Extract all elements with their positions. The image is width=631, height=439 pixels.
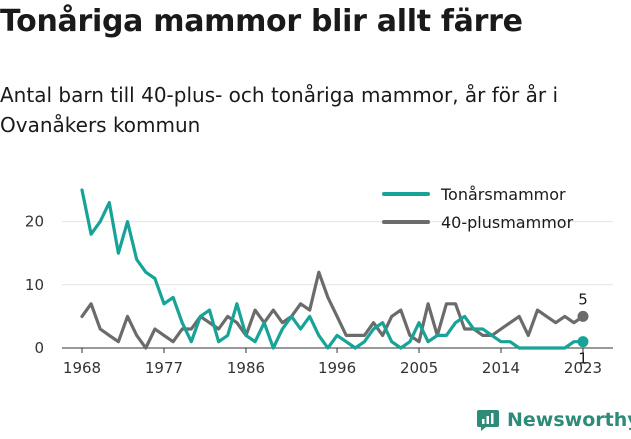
chart-subtitle: Antal barn till 40-plus- och tonåriga ma… xyxy=(0,83,559,137)
legend: Tonårsmammor 40-plusmammor xyxy=(382,185,574,232)
newsworthy-logo-icon xyxy=(477,410,499,431)
series-lines: 51 xyxy=(80,188,589,368)
end-point-40-plusmammor xyxy=(577,310,589,322)
x-tick-label-1968: 1968 xyxy=(63,359,101,377)
grid-lines xyxy=(62,221,613,286)
x-tick-label-2023: 2023 xyxy=(564,359,602,377)
chart-title: Tonåriga mammor blir allt färre xyxy=(0,4,523,39)
y-tick-label-0: 0 xyxy=(34,339,44,357)
legend-label-tonarsmammor: Tonårsmammor xyxy=(440,185,566,204)
end-label-40-plusmammor: 5 xyxy=(578,290,588,308)
y-tick-label-20: 20 xyxy=(25,213,44,231)
axes: 0 10 20 1968 1977 1986 1996 2005 2014 2023 xyxy=(25,213,613,377)
y-tick-label-10: 10 xyxy=(25,276,44,294)
series-line-tonarsmammor xyxy=(80,188,585,350)
brand-logo: Newsworthy xyxy=(476,408,631,436)
end-label-tonarsmammor: 1 xyxy=(578,350,588,368)
legend-label-40-plusmammor: 40-plusmammor xyxy=(441,213,574,232)
x-tick-label-1996: 1996 xyxy=(318,359,356,377)
brand-name: Newsworthy xyxy=(507,409,631,431)
series-line-40-plusmammor xyxy=(80,270,585,350)
x-tick-label-1977: 1977 xyxy=(145,359,183,377)
x-tick-label-2005: 2005 xyxy=(400,359,438,377)
x-tick-label-2014: 2014 xyxy=(482,359,520,377)
end-point-tonarsmammor xyxy=(577,336,589,348)
x-tick-label-1986: 1986 xyxy=(227,359,265,377)
